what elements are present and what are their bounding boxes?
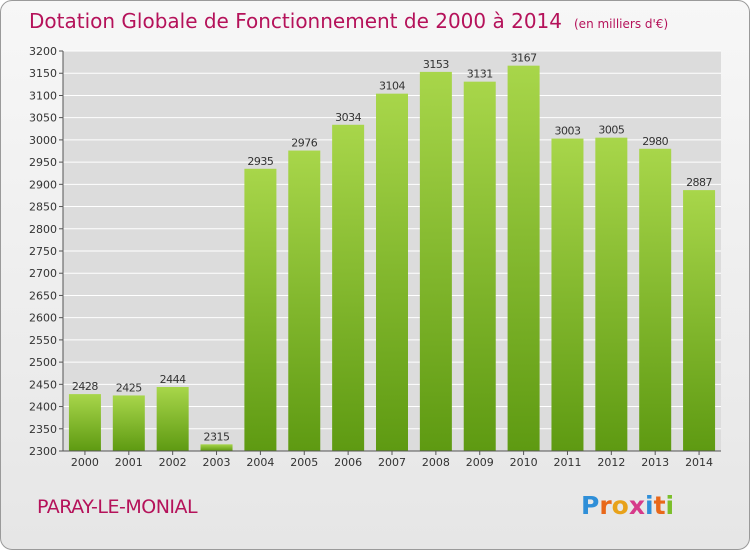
x-tick-label: 2006 bbox=[334, 456, 362, 469]
value-label-2014: 2887 bbox=[686, 176, 712, 189]
bar-2010 bbox=[507, 65, 540, 452]
bar-2014 bbox=[683, 190, 716, 451]
value-label-2007: 3104 bbox=[379, 80, 405, 93]
x-tick-label: 2011 bbox=[553, 456, 581, 469]
y-tick-label: 3200 bbox=[29, 45, 57, 58]
bar-2009 bbox=[463, 81, 496, 452]
bar-2012 bbox=[595, 137, 628, 451]
y-tick-label: 3000 bbox=[29, 134, 57, 147]
town-name: PARAY-LE-MONIAL bbox=[37, 496, 198, 518]
y-tick-label: 2900 bbox=[29, 178, 57, 191]
chart-subtitle: (en milliers d'€) bbox=[574, 17, 669, 31]
bars bbox=[68, 65, 716, 452]
x-tick-label: 2000 bbox=[71, 456, 99, 469]
y-tick-label: 2950 bbox=[29, 156, 57, 169]
x-axis: 2000 2001 2002 2003 2004 2005 2006 2007 2008 2009… bbox=[63, 450, 721, 469]
value-label-2005: 2976 bbox=[291, 137, 317, 150]
y-tick-label: 3050 bbox=[29, 112, 57, 125]
value-label-2001: 2425 bbox=[116, 381, 142, 394]
y-tick-label: 2850 bbox=[29, 201, 57, 214]
y-tick-label: 3100 bbox=[29, 89, 57, 102]
y-tick-label: 2750 bbox=[29, 245, 57, 258]
value-label-2010: 3167 bbox=[511, 52, 537, 65]
y-tick-label: 2350 bbox=[29, 423, 57, 436]
y-tick-label: 2700 bbox=[29, 267, 57, 280]
value-label-2003: 2315 bbox=[204, 430, 230, 443]
x-tick-label: 2013 bbox=[641, 456, 669, 469]
bar-2004 bbox=[244, 168, 277, 451]
bar-2007 bbox=[376, 93, 408, 452]
logo-letter: P bbox=[581, 491, 600, 520]
y-tick-label: 2500 bbox=[29, 356, 57, 369]
x-tick-label: 2009 bbox=[466, 456, 494, 469]
bar-2002 bbox=[156, 387, 189, 451]
x-tick-label: 2001 bbox=[115, 456, 143, 469]
value-label-2000: 2428 bbox=[72, 380, 98, 393]
bar-2006 bbox=[332, 124, 365, 452]
x-tick-label: 2007 bbox=[378, 456, 406, 469]
bar-2000 bbox=[68, 394, 101, 451]
value-label-2012: 3005 bbox=[598, 124, 624, 137]
x-tick-label: 2003 bbox=[203, 456, 231, 469]
logo-letter: t bbox=[653, 491, 666, 520]
x-tick-label: 2008 bbox=[422, 456, 450, 469]
logo-letter: i bbox=[665, 491, 675, 520]
x-tick-label: 2002 bbox=[159, 456, 187, 469]
chart-title: Dotation Globale de Fonctionnement de 20… bbox=[29, 9, 668, 33]
proxiti-logo[interactable]: Proxiti bbox=[581, 491, 674, 520]
bar-2013 bbox=[639, 148, 672, 451]
bar-2003 bbox=[200, 444, 233, 451]
y-tick-label: 2450 bbox=[29, 378, 57, 391]
x-tick-label: 2012 bbox=[597, 456, 625, 469]
y-tick-label: 2550 bbox=[29, 334, 57, 347]
value-label-2009: 3131 bbox=[467, 68, 493, 81]
logo-letter: r bbox=[599, 491, 612, 520]
y-tick-label: 3150 bbox=[29, 67, 57, 80]
x-tick-label: 2010 bbox=[510, 456, 538, 469]
y-tick-label: 2800 bbox=[29, 223, 57, 236]
y-tick-label: 2650 bbox=[29, 289, 57, 302]
x-tick-label: 2004 bbox=[246, 456, 274, 469]
value-label-2008: 3153 bbox=[423, 58, 449, 71]
bar-2005 bbox=[288, 150, 321, 452]
y-tick-label: 2400 bbox=[29, 401, 57, 414]
y-tick-label: 2300 bbox=[29, 445, 57, 458]
chart-title-text: Dotation Globale de Fonctionnement de 20… bbox=[29, 9, 562, 33]
logo-letter: i bbox=[645, 491, 654, 520]
bar-2011 bbox=[551, 138, 584, 452]
bar-2001 bbox=[112, 395, 145, 451]
logo-letter: x bbox=[628, 491, 645, 520]
value-labels: 2428 2425 2444 2315 2935 2976 3034 3104 3153 3131… bbox=[72, 52, 713, 444]
value-label-2006: 3034 bbox=[335, 111, 361, 124]
value-label-2004: 2935 bbox=[247, 155, 273, 168]
y-tick-label: 2600 bbox=[29, 312, 57, 325]
value-label-2002: 2444 bbox=[160, 373, 186, 386]
value-label-2013: 2980 bbox=[642, 135, 668, 148]
logo-letter: o bbox=[611, 491, 629, 520]
value-label-2011: 3003 bbox=[554, 125, 580, 138]
x-tick-label: 2005 bbox=[290, 456, 318, 469]
x-tick-label: 2014 bbox=[685, 456, 713, 469]
bar-2008 bbox=[419, 71, 452, 451]
y-axis: 2300 2350 2400 2450 2500 2550 2600 2650 2700 2750… bbox=[29, 45, 64, 458]
